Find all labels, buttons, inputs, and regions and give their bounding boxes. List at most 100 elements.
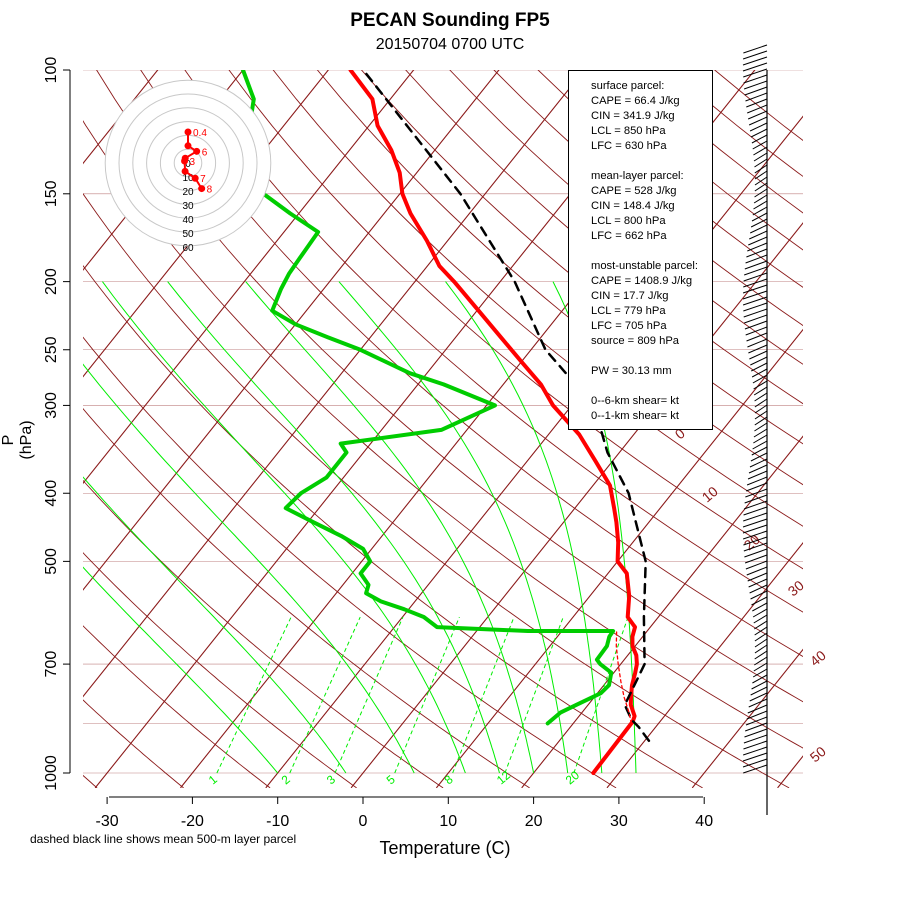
wind-barb [751,446,768,456]
wind-barb [745,716,768,726]
moist-adiabat [445,281,603,774]
wind-barb [744,494,768,504]
wind-barb [754,416,768,426]
wind-barb [752,608,768,618]
wind-barb [745,92,768,102]
hodograph-ring [132,107,244,219]
dry-adiabat [228,70,803,570]
wind-barb [754,632,768,642]
wind-barb [744,314,768,324]
most-unstable-source: source = 809 hPa [591,335,680,347]
wind-barb [747,104,768,114]
wind-barb [743,74,768,84]
isotherm-label: 30 [785,577,807,599]
wind-barb [745,560,768,570]
wind-barb [752,602,768,612]
precipitable-water: PW = 30.13 mm [591,365,672,377]
wind-barb [746,710,768,720]
x-tick-label: -20 [181,813,204,830]
mixing-ratio-label: 5 [384,772,398,787]
wind-barb [749,458,768,468]
wind-barb [743,68,768,78]
wind-barb [749,584,768,594]
surface-lfc: LFC = 630 hPa [591,140,667,152]
hodograph-point [193,147,201,155]
isotherm-line [83,70,159,165]
wind-barb [747,242,768,252]
wind-barb [744,554,768,564]
hodograph-point-label: 3 [190,157,196,168]
wind-barb [746,566,768,576]
wind-barb [754,410,768,420]
surface-cape: CAPE = 66.4 J/kg [591,95,680,107]
wind-barb [753,152,768,162]
y-axis-label: P (hPa) [0,420,35,460]
footnote: dashed black line shows mean 500-m layer… [30,832,297,846]
wind-barb [743,734,768,744]
hodograph-ring [118,93,258,233]
hodograph-ring-label: 50 [182,229,194,240]
wind-barb [752,668,768,678]
mixing-ratio-line [334,616,404,774]
dry-adiabat [83,699,184,788]
series-dewpoint [241,70,616,726]
wind-barb [750,452,768,462]
wind-barb [754,176,768,186]
dry-adiabat [83,120,803,749]
hodograph-point-label: 7 [200,174,206,185]
wind-barb [744,260,768,270]
wind-barb [750,686,768,696]
wind-barb [749,224,768,234]
dry-adiabat [83,336,617,788]
y-tick-label: 100 [43,57,60,84]
wind-barb [749,692,768,702]
wind-barb [742,50,768,60]
y-tick-label: 300 [43,392,60,419]
wind-barb [753,662,768,672]
hodograph-point-label: 0.4 [193,128,207,139]
dry-adiabat [405,70,803,405]
y-tick-label: 250 [43,336,60,363]
x-tick-label: -30 [96,813,119,830]
wind-barb [745,254,768,264]
wind-barb [754,158,768,168]
y-tick-label: 400 [43,480,60,507]
wind-barbs [742,44,768,815]
wind-barb [744,728,768,738]
wind-barb [754,170,768,180]
dry-adiabat [272,70,803,527]
isotherm-line [606,541,803,788]
most-unstable-lfc: LFC = 705 hPa [591,320,667,332]
isotherm-line [83,70,585,698]
hodograph-ring-label: 0 [185,159,191,170]
wind-barb [753,386,768,396]
isotherm-line [435,328,803,788]
mean-layer-lfc: LFC = 662 hPa [591,230,667,242]
wind-barb [745,326,768,336]
mixing-ratio-line [216,616,292,774]
wind-barb [750,128,768,138]
surface-parcel-header: surface parcel: [591,80,665,92]
wind-barb [743,44,768,54]
mixing-ratio-line [289,616,361,774]
wind-barb [750,218,768,228]
hodograph-ring-label: 10 [182,173,194,184]
wind-barb [754,164,768,174]
isotherm-line [521,435,803,788]
isotherm-line [691,648,803,788]
dry-adiabat [96,70,803,703]
wind-barb [750,590,768,600]
x-axis-label: Temperature (C) [379,838,511,858]
wind-barb [742,62,768,72]
wind-barb [744,548,768,558]
wind-barb [751,212,768,222]
hodograph-point-label: 6 [202,147,208,158]
wind-barb [754,626,768,636]
y-tick-label: 200 [43,268,60,295]
isotherm-label: 50 [807,743,829,765]
mixing-ratio-label: 8 [442,772,456,787]
wind-barb [747,338,768,348]
mixing-ratio-line [394,616,460,774]
